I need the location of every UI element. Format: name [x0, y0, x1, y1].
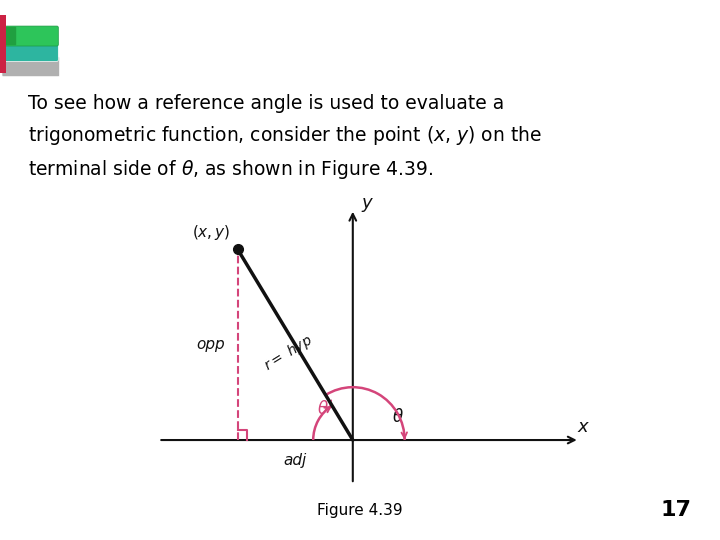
FancyBboxPatch shape — [5, 26, 58, 46]
Text: opp: opp — [196, 337, 225, 352]
Text: adj: adj — [284, 453, 307, 468]
FancyBboxPatch shape — [6, 27, 16, 45]
Text: 17: 17 — [660, 500, 691, 521]
Text: $x$: $x$ — [577, 418, 590, 436]
Text: Figure 4.39: Figure 4.39 — [318, 503, 402, 518]
FancyBboxPatch shape — [4, 42, 58, 62]
FancyBboxPatch shape — [0, 15, 6, 73]
Text: $\theta'$: $\theta'$ — [317, 400, 334, 419]
Text: $y$: $y$ — [361, 196, 374, 214]
Text: To see how a reference angle is used to evaluate a
trigonometric function, consi: To see how a reference angle is used to … — [28, 93, 542, 180]
Text: Trigonometric Functions of Real Numbers: Trigonometric Functions of Real Numbers — [54, 34, 670, 60]
Text: $r =$ hyp: $r =$ hyp — [261, 331, 317, 375]
Text: $\theta$: $\theta$ — [392, 408, 403, 426]
Text: $(x, y)$: $(x, y)$ — [192, 223, 230, 242]
FancyBboxPatch shape — [2, 57, 60, 77]
